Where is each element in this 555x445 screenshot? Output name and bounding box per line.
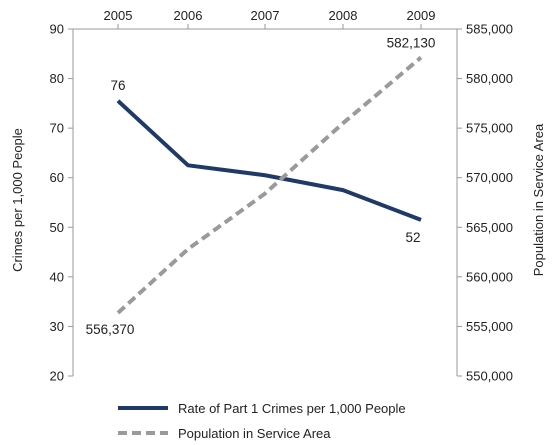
legend-label: Population in Service Area — [178, 426, 331, 441]
right-y-tick-label: 565,000 — [466, 220, 513, 235]
data-labels: 76 52 556,370 582,130 — [86, 35, 436, 336]
left-y-tick-label: 60 — [50, 170, 64, 185]
left-y-axis-ticks: 20 30 40 50 60 70 80 90 — [50, 22, 73, 384]
right-y-tick-label: 560,000 — [466, 269, 513, 284]
x-tick-label: 2007 — [251, 8, 280, 23]
crime-rate-start-label: 76 — [110, 78, 125, 93]
x-tick-label: 2006 — [174, 8, 203, 23]
left-y-tick-label: 40 — [50, 269, 64, 284]
x-tick-label: 2009 — [407, 8, 436, 23]
left-y-tick-label: 30 — [50, 319, 64, 334]
left-y-tick-label: 90 — [50, 22, 64, 37]
crime-rate-end-label: 52 — [405, 230, 420, 245]
population-end-label: 582,130 — [387, 35, 436, 50]
left-y-tick-label: 70 — [50, 121, 64, 136]
left-y-tick-label: 20 — [50, 369, 64, 384]
right-y-axis-ticks: 550,000 555,000 560,000 565,000 570,000 575,0… — [457, 22, 513, 384]
series-lines — [116, 55, 423, 315]
left-y-tick-label: 80 — [50, 71, 64, 86]
right-y-axis-label: Population in Service Area — [531, 123, 546, 276]
right-y-tick-label: 555,000 — [466, 319, 513, 334]
x-axis-ticks: 2005 2006 2007 2008 2009 — [104, 8, 436, 29]
population-line — [116, 55, 423, 315]
left-y-axis-label: Crimes per 1,000 People — [10, 128, 25, 272]
right-y-tick-label: 570,000 — [466, 170, 513, 185]
legend-label: Rate of Part 1 Crimes per 1,000 People — [178, 401, 406, 416]
legend: Rate of Part 1 Crimes per 1,000 People Po… — [118, 401, 406, 441]
population-start-label: 556,370 — [86, 322, 135, 337]
right-y-tick-label: 550,000 — [466, 369, 513, 384]
right-y-tick-label: 580,000 — [466, 71, 513, 86]
x-tick-label: 2008 — [329, 8, 358, 23]
right-y-tick-label: 575,000 — [466, 121, 513, 136]
crime-rate-line — [116, 99, 422, 222]
right-y-tick-label: 585,000 — [466, 22, 513, 37]
x-tick-label: 2005 — [104, 8, 133, 23]
left-y-tick-label: 50 — [50, 220, 64, 235]
